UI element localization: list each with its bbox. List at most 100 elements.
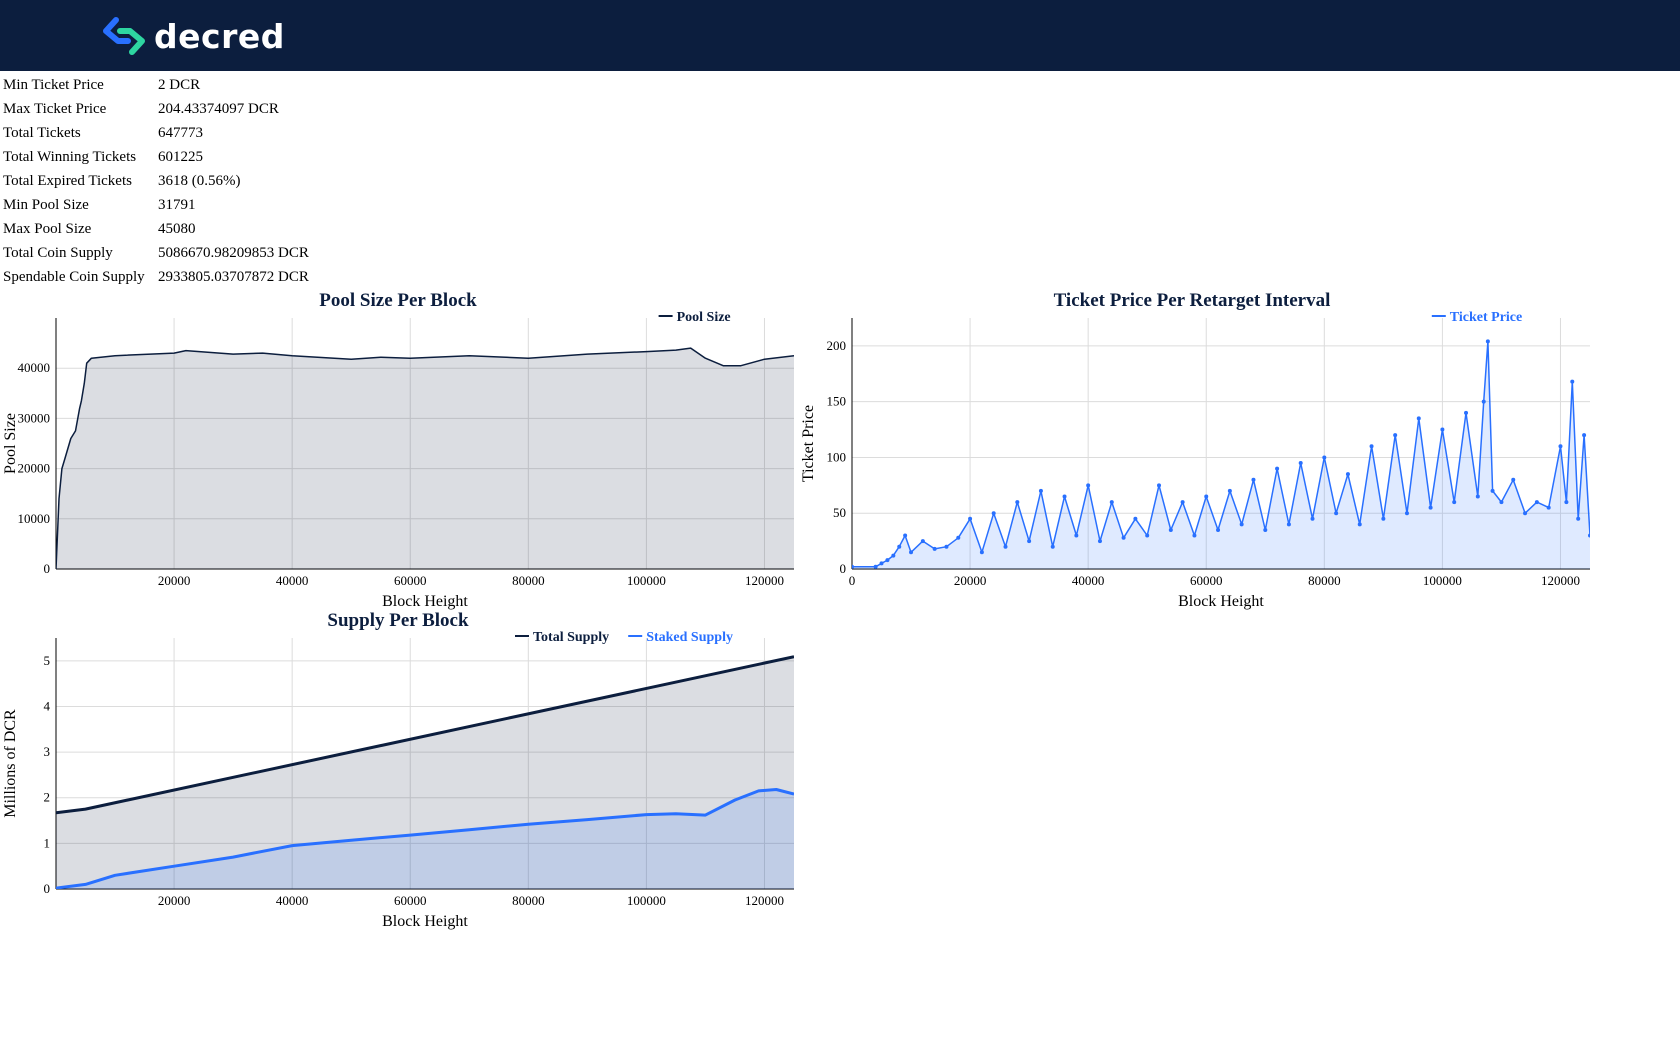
series-group bbox=[56, 347, 794, 569]
stat-label: Total Coin Supply bbox=[3, 245, 113, 261]
stat-value: 601225 bbox=[158, 149, 203, 165]
data-point bbox=[1145, 533, 1150, 538]
data-point bbox=[920, 539, 925, 544]
y-axis-label: Ticket Price bbox=[800, 405, 817, 482]
y-tick-label: 5 bbox=[44, 653, 51, 668]
data-point bbox=[1452, 500, 1457, 505]
stats-row: Max Ticket Price 204.43374097 DCR bbox=[3, 97, 309, 121]
x-tick-label: 100000 bbox=[1423, 573, 1462, 588]
series-group bbox=[56, 655, 794, 889]
data-point bbox=[903, 533, 908, 538]
data-point bbox=[1204, 494, 1209, 499]
data-point bbox=[944, 544, 949, 549]
data-point bbox=[1490, 488, 1495, 493]
data-point bbox=[932, 546, 937, 551]
x-tick-label: 120000 bbox=[745, 893, 784, 908]
series-line bbox=[852, 340, 1590, 568]
x-axis-label: Block Height bbox=[1178, 593, 1264, 610]
stat-label: Min Pool Size bbox=[3, 197, 89, 213]
series-line bbox=[56, 347, 794, 569]
legend-label: Pool Size bbox=[677, 310, 731, 325]
x-tick-label: 120000 bbox=[745, 573, 784, 588]
data-point bbox=[1440, 427, 1445, 432]
data-point bbox=[1546, 505, 1551, 510]
data-point bbox=[1588, 533, 1590, 538]
stat-value: 204.43374097 DCR bbox=[158, 101, 279, 117]
data-point bbox=[1345, 472, 1350, 477]
stat-label: Min Ticket Price bbox=[3, 77, 104, 93]
stats-row: Total Coin Supply 5086670.98209853 DCR bbox=[3, 241, 309, 265]
y-tick-label: 3 bbox=[44, 744, 51, 759]
ticket-price-chart[interactable]: Ticket Price Per Retarget Interval 0 20000… bbox=[800, 286, 1600, 616]
y-tick-label: 150 bbox=[827, 394, 847, 409]
data-point bbox=[1251, 477, 1256, 482]
data-point bbox=[1038, 488, 1043, 493]
stat-value: 5086670.98209853 DCR bbox=[158, 245, 309, 261]
data-point bbox=[1180, 500, 1185, 505]
data-point bbox=[1286, 522, 1291, 527]
series-area-fill bbox=[852, 341, 1590, 569]
data-point bbox=[1499, 500, 1504, 505]
data-point bbox=[1357, 522, 1362, 527]
data-point bbox=[909, 550, 914, 555]
stat-label: Total Winning Tickets bbox=[3, 149, 137, 165]
top-header: decred bbox=[0, 0, 1680, 71]
data-point bbox=[1534, 500, 1539, 505]
pool-size-chart[interactable]: Pool Size Per Block 20000 40000 60000 80000 1… bbox=[0, 286, 800, 616]
legend-label: Total Supply bbox=[533, 630, 609, 645]
logo-wordmark: decred bbox=[154, 16, 285, 56]
data-point bbox=[1050, 544, 1055, 549]
x-tick-label: 80000 bbox=[1308, 573, 1341, 588]
data-point bbox=[1157, 483, 1162, 488]
supply-chart[interactable]: Supply Per Block 20000 40000 60000 80000 1000… bbox=[0, 606, 800, 936]
data-point bbox=[991, 511, 996, 516]
data-point bbox=[1062, 494, 1067, 499]
data-point bbox=[1416, 416, 1421, 421]
data-point bbox=[1298, 461, 1303, 466]
data-point bbox=[1511, 477, 1516, 482]
data-point bbox=[1576, 516, 1581, 521]
stats-row: Min Pool Size 31791 bbox=[3, 193, 309, 217]
stats-row: Total Expired Tickets 3618 (0.56%) bbox=[3, 169, 309, 193]
chart-title: Supply Per Block bbox=[327, 610, 469, 631]
data-point bbox=[1570, 379, 1575, 384]
data-point bbox=[1015, 500, 1020, 505]
series-area-fill bbox=[56, 656, 794, 889]
x-axis-label: Block Height bbox=[382, 593, 468, 610]
chart-title: Ticket Price Per Retarget Interval bbox=[1054, 290, 1331, 311]
data-point bbox=[1428, 505, 1433, 510]
legend-label: Staked Supply bbox=[646, 630, 733, 645]
y-tick-label: 0 bbox=[840, 561, 847, 576]
data-point bbox=[1097, 539, 1102, 544]
data-point bbox=[1369, 444, 1374, 449]
data-point bbox=[891, 553, 896, 558]
legend-label: Ticket Price bbox=[1450, 310, 1522, 325]
data-point bbox=[1310, 516, 1315, 521]
data-point bbox=[1121, 535, 1126, 540]
y-tick-label: 1 bbox=[44, 835, 51, 850]
data-point bbox=[1192, 533, 1197, 538]
x-tick-label: 20000 bbox=[158, 893, 191, 908]
stat-value: 45080 bbox=[158, 221, 196, 237]
series-area-fill bbox=[56, 789, 794, 889]
y-tick-label: 0 bbox=[44, 881, 51, 896]
y-tick-label: 0 bbox=[44, 561, 51, 576]
y-tick-label: 10000 bbox=[18, 511, 51, 526]
data-point bbox=[968, 516, 973, 521]
data-point bbox=[1558, 444, 1563, 449]
stat-value: 2933805.03707872 DCR bbox=[158, 269, 309, 285]
x-tick-label: 40000 bbox=[276, 893, 309, 908]
y-tick-label: 40000 bbox=[18, 360, 51, 375]
y-tick-label: 100 bbox=[827, 449, 847, 464]
stat-value: 31791 bbox=[158, 197, 196, 213]
data-point bbox=[1263, 527, 1268, 532]
x-tick-label: 20000 bbox=[954, 573, 987, 588]
data-point bbox=[1481, 399, 1486, 404]
data-point bbox=[879, 561, 884, 566]
data-point bbox=[885, 558, 890, 563]
y-tick-label: 2 bbox=[44, 790, 51, 805]
stat-value: 647773 bbox=[158, 125, 203, 141]
decred-logo[interactable]: decred bbox=[102, 16, 285, 56]
stat-label: Total Expired Tickets bbox=[3, 173, 132, 189]
x-axis-label: Block Height bbox=[382, 913, 468, 930]
